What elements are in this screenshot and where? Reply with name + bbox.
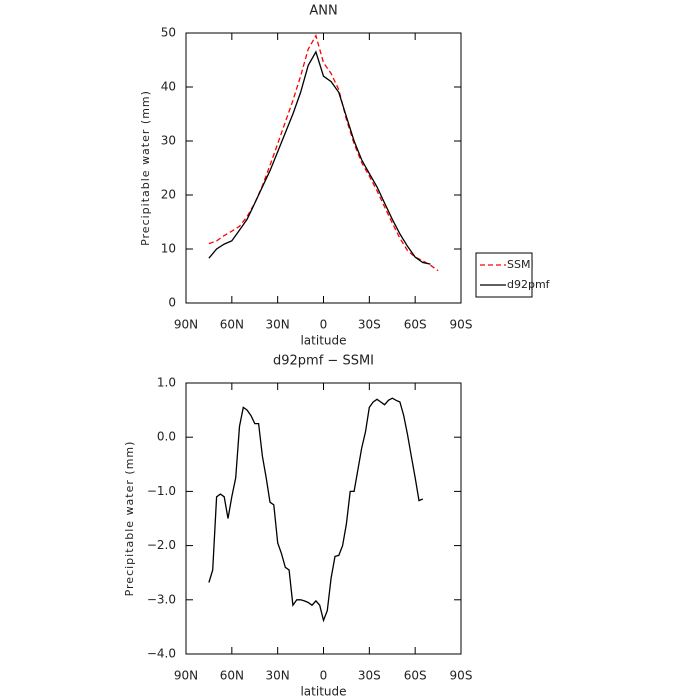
x-tick-label: 60S xyxy=(404,318,427,332)
y-tick-label: 20 xyxy=(161,188,176,202)
x-tick-label: 30S xyxy=(358,669,381,683)
x-tick-label: 60S xyxy=(404,669,427,683)
plot-frame xyxy=(185,32,462,304)
data-line xyxy=(208,397,424,623)
data-line xyxy=(208,50,431,265)
x-tick-label: 60N xyxy=(220,669,244,683)
x-tick-label: 90N xyxy=(174,669,198,683)
y-tick-label: 0.0 xyxy=(157,430,176,444)
data-line xyxy=(208,34,439,272)
legend-box xyxy=(475,252,533,298)
x-axis-label: latitude xyxy=(300,334,346,348)
y-tick-label: 40 xyxy=(161,80,176,94)
x-axis-label: latitude xyxy=(300,685,346,699)
x-tick-label: 30N xyxy=(266,669,290,683)
y-axis-label: Precipitable water (mm) xyxy=(139,90,152,246)
plot-frame xyxy=(185,382,462,655)
y-tick-label: −3.0 xyxy=(147,592,176,606)
x-tick-label: 30S xyxy=(358,318,381,332)
x-tick-label: 0 xyxy=(320,669,328,683)
y-tick-label: 30 xyxy=(161,134,176,148)
x-tick-label: 90S xyxy=(450,669,473,683)
x-tick-label: 90S xyxy=(450,318,473,332)
y-tick-label: 0 xyxy=(168,296,176,310)
y-tick-label: −2.0 xyxy=(147,538,176,552)
chart-title: ANN xyxy=(309,4,337,19)
x-tick-label: 30N xyxy=(266,318,290,332)
y-tick-label: −4.0 xyxy=(147,647,176,661)
legend-label: SSMI xyxy=(507,258,534,271)
y-tick-label: 10 xyxy=(161,242,176,256)
legend-label: d92pmf xyxy=(507,278,551,291)
y-axis-label: Precipitable water (mm) xyxy=(123,441,136,597)
y-tick-label: −1.0 xyxy=(147,484,176,498)
y-tick-label: 1.0 xyxy=(157,376,176,390)
chart-title: d92pmf − SSMI xyxy=(273,354,374,369)
y-tick-label: 50 xyxy=(161,26,176,40)
x-tick-label: 60N xyxy=(220,318,244,332)
x-tick-label: 90N xyxy=(174,318,198,332)
x-tick-label: 0 xyxy=(320,318,328,332)
